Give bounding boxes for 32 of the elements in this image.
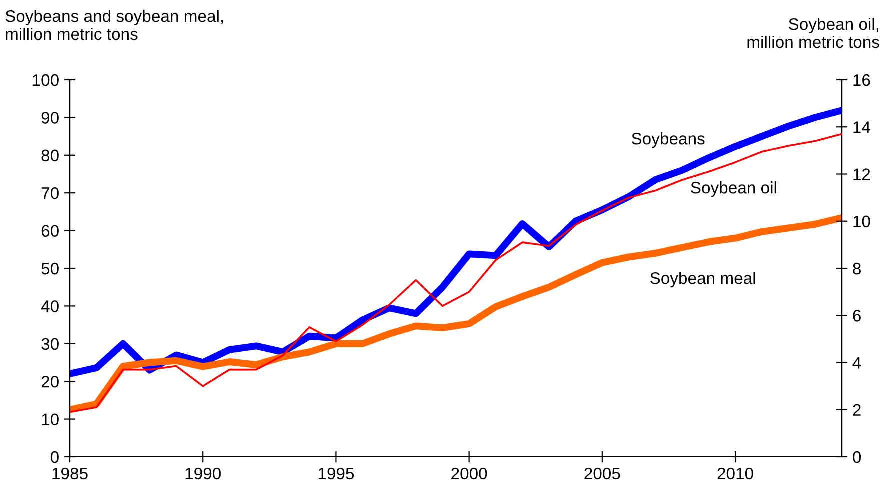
y2-tick-label: 4 xyxy=(852,357,862,369)
y-tick-label: 50 xyxy=(42,262,59,275)
y-tick-label: 0 xyxy=(50,451,59,464)
y-axis-title: Soybeans and soybean meal, million metric tons xyxy=(6,10,224,40)
y-tick-label: 40 xyxy=(41,300,59,312)
series-label: Soybean meal xyxy=(650,272,756,288)
y2-tick-label: 10 xyxy=(854,216,870,228)
y2-tick-label: 14 xyxy=(854,122,870,134)
x-tick-label: 1990 xyxy=(186,468,221,480)
y2-axis-title: Soybean oil, million metric tons xyxy=(748,18,880,48)
y2-tick-label: 12 xyxy=(854,168,870,180)
x-tick-label: 2010 xyxy=(718,468,754,480)
y2-tick-label: 0 xyxy=(853,451,862,464)
y-tick-label: 90 xyxy=(42,112,59,124)
y-tick-label: 30 xyxy=(42,338,59,350)
y-tick-label: 60 xyxy=(42,225,59,238)
y2-tick-label: 8 xyxy=(853,262,861,275)
x-tick-label: 2005 xyxy=(584,468,620,480)
x-tick-label: 1995 xyxy=(318,468,354,480)
y2-tick-label: 16 xyxy=(854,74,870,86)
x-tick-label: 1985 xyxy=(52,468,88,480)
series-label: Soybean oil xyxy=(691,182,776,198)
y-tick-label: 10 xyxy=(42,414,59,426)
y-tick-label: 20 xyxy=(42,376,59,388)
x-tick-label: 2000 xyxy=(452,468,488,480)
y2-tick-label: 2 xyxy=(853,404,861,416)
y-tick-label: 100 xyxy=(33,74,59,86)
y-tick-label: 70 xyxy=(42,188,59,200)
y2-tick-label: 6 xyxy=(853,310,861,322)
y-tick-label: 80 xyxy=(42,150,59,162)
line-series xyxy=(70,133,842,414)
series-label: Soybeans xyxy=(632,132,705,148)
